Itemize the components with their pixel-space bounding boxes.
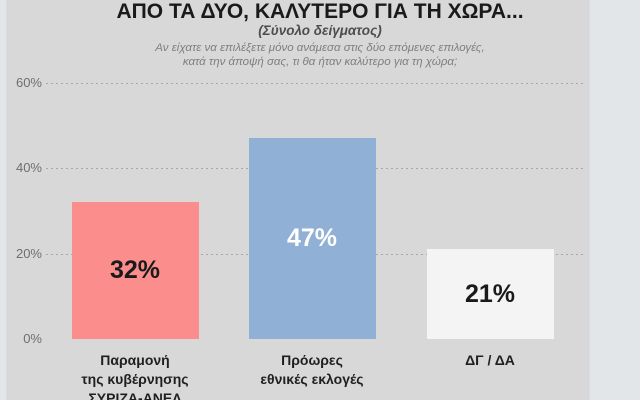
- y-axis-tick-40%: 40%: [15, 160, 42, 176]
- category-label-2: Πρόωρες εθνικές εκλογές: [217, 351, 407, 389]
- y-axis-tick-0%: 0%: [23, 331, 42, 346]
- category-label-3: ΔΓ / ΔΑ: [395, 351, 585, 370]
- chart-question-line-2: κατά την άποψή σας, τι θα ήταν καλύτερο …: [182, 56, 458, 68]
- chart-subtitle: (Σύνολο δείγματος): [258, 23, 382, 38]
- bar-value-label-2: 47%: [286, 224, 338, 253]
- bar-value-label-1: 32%: [109, 256, 161, 285]
- category-label-line: Πρόωρες: [281, 352, 343, 368]
- category-label-line: ΔΓ / ΔΑ: [465, 352, 515, 368]
- bar-2: 47%: [248, 138, 376, 339]
- category-label-line: της κυβέρνησης: [81, 371, 189, 387]
- chart-title: ΑΠΟ ΤΑ ΔΥΟ, ΚΑΛΥΤΕΡΟ ΓΙΑ ΤΗ ΧΩΡΑ...: [116, 0, 524, 23]
- chart-question-line-1: Αν είχατε να επιλέξετε μόνο ανάμεσα στις…: [155, 42, 485, 54]
- gridline-60%: [46, 83, 585, 84]
- bar-3: 21%: [426, 249, 554, 339]
- category-label-line: εθνικές εκλογές: [260, 371, 364, 387]
- y-axis-tick-20%: 20%: [15, 245, 42, 261]
- bar-1: 32%: [71, 202, 199, 339]
- category-label-1: Παραμονή της κυβέρνησης ΣΥΡΙΖΑ-ΑΝΕΛ: [40, 351, 230, 400]
- bar-value-label-3: 21%: [464, 279, 516, 308]
- category-label-line: Παραμονή: [100, 352, 170, 368]
- y-axis-tick-60%: 60%: [15, 75, 42, 90]
- category-label-line: ΣΥΡΙΖΑ-ΑΝΕΛ: [88, 390, 182, 400]
